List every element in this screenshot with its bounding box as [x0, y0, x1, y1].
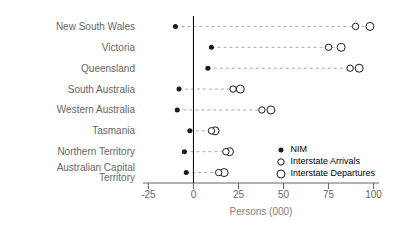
svg-text:Tasmania: Tasmania [92, 125, 135, 136]
svg-text:Australian CapitalTerritory: Australian CapitalTerritory [57, 162, 135, 183]
svg-text:25: 25 [233, 189, 245, 200]
svg-text:0: 0 [191, 189, 197, 200]
svg-text:50: 50 [278, 189, 290, 200]
svg-text:75: 75 [323, 189, 335, 200]
svg-text:100: 100 [365, 189, 382, 200]
html-text:Interstate Departures: Interstate Departures [290, 168, 375, 178]
svg-text:Persons (000): Persons (000) [230, 206, 293, 217]
svg-text:South Australia: South Australia [68, 84, 136, 95]
svg-text:Queensland: Queensland [81, 63, 135, 74]
svg-text:New South Wales: New South Wales [56, 21, 135, 32]
html-text:NIM: NIM [290, 144, 307, 154]
svg-text:Victoria: Victoria [102, 42, 136, 53]
svg-text:Western Australia: Western Australia [57, 104, 136, 115]
svg-text:-25: -25 [141, 189, 156, 200]
svg-text:Northern Territory: Northern Territory [57, 146, 135, 157]
html-text:Interstate Arrivals: Interstate Arrivals [290, 156, 360, 166]
